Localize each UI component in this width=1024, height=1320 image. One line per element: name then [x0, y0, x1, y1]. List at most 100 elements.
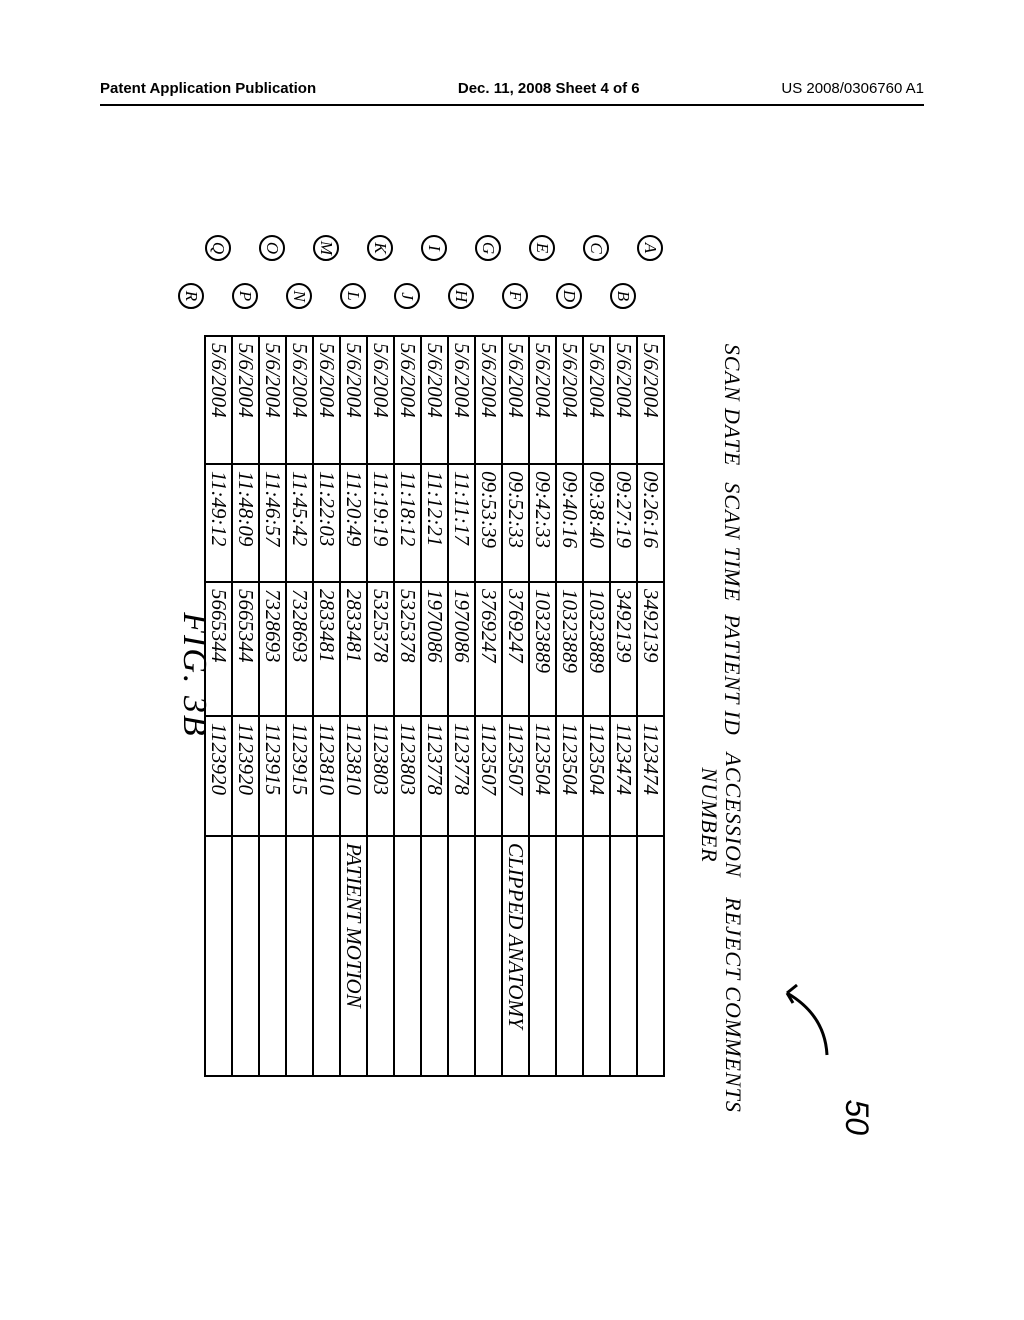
- cell-accession: 1123504: [556, 716, 583, 836]
- cell-patient-id: 5325378: [367, 582, 394, 716]
- table-row: 5/6/200411:48:0956653441123920: [232, 336, 259, 1076]
- cell-patient-id: 10323889: [583, 582, 610, 716]
- table-row: 5/6/200409:53:3937692471123507: [475, 336, 502, 1076]
- cell-accession: 1123803: [394, 716, 421, 836]
- cell-patient-id: 3769247: [475, 582, 502, 716]
- cell-scan-date: 5/6/2004: [583, 336, 610, 464]
- cell-reject-comment: PATIENT MOTION: [340, 836, 367, 1076]
- cell-scan-time: 09:42:33: [529, 464, 556, 582]
- cell-scan-date: 5/6/2004: [394, 336, 421, 464]
- row-label-bubble: H: [448, 283, 474, 309]
- cell-patient-id: 2833481: [340, 582, 367, 716]
- row-label-bubble: K: [367, 235, 393, 261]
- table-row: 5/6/200409:26:1634921391123474: [637, 336, 664, 1076]
- cell-scan-date: 5/6/2004: [205, 336, 232, 464]
- cell-scan-time: 11:20:49: [340, 464, 367, 582]
- cell-scan-time: 11:12:21: [421, 464, 448, 582]
- cell-reject-comment: [367, 836, 394, 1076]
- table-row: 5/6/200411:22:0328334811123810: [313, 336, 340, 1076]
- cell-scan-time: 09:26:16: [637, 464, 664, 582]
- row-label-bubble: C: [583, 235, 609, 261]
- cell-accession: 1123507: [475, 716, 502, 836]
- cell-scan-date: 5/6/2004: [529, 336, 556, 464]
- row-label-bubble: R: [178, 283, 204, 309]
- table-row: 5/6/200411:46:5773286931123915: [259, 336, 286, 1076]
- row-label-bubble: B: [610, 283, 636, 309]
- row-label-bubble: Q: [205, 235, 231, 261]
- row-label-bubble: A: [637, 235, 663, 261]
- cell-reject-comment: [610, 836, 637, 1076]
- cell-accession: 1123810: [313, 716, 340, 836]
- cell-scan-time: 11:46:57: [259, 464, 286, 582]
- cell-scan-time: 09:27:19: [610, 464, 637, 582]
- cell-accession: 1123915: [259, 716, 286, 836]
- cell-reject-comment: [556, 836, 583, 1076]
- table-row: 5/6/200411:18:1253253781123803: [394, 336, 421, 1076]
- col-header-scan-time: SCAN TIME: [697, 475, 745, 605]
- cell-accession: 1123504: [583, 716, 610, 836]
- cell-accession: 1123778: [448, 716, 475, 836]
- cell-scan-time: 11:18:12: [394, 464, 421, 582]
- cell-patient-id: 5325378: [394, 582, 421, 716]
- cell-reject-comment: [448, 836, 475, 1076]
- row-label-bubble: N: [286, 283, 312, 309]
- cell-accession: 1123778: [421, 716, 448, 836]
- row-label-bubble: G: [475, 235, 501, 261]
- cell-scan-time: 11:19:19: [367, 464, 394, 582]
- callout-ref-number: 50: [838, 1099, 875, 1135]
- table-row: 5/6/200409:42:33103238891123504: [529, 336, 556, 1076]
- header-center: Dec. 11, 2008 Sheet 4 of 6: [458, 80, 640, 97]
- row-label-bubble: J: [394, 283, 420, 309]
- callout-arrow-icon: [775, 975, 835, 1065]
- cell-reject-comment: [529, 836, 556, 1076]
- cell-patient-id: 5665344: [232, 582, 259, 716]
- cell-reject-comment: [475, 836, 502, 1076]
- cell-reject-comment: CLIPPED ANATOMY: [502, 836, 529, 1076]
- cell-accession: 1123504: [529, 716, 556, 836]
- cell-patient-id: 3492139: [637, 582, 664, 716]
- cell-reject-comment: [313, 836, 340, 1076]
- row-label-bubble: D: [556, 283, 582, 309]
- cell-scan-time: 09:38:40: [583, 464, 610, 582]
- cell-scan-date: 5/6/2004: [259, 336, 286, 464]
- row-label-bubble: P: [232, 283, 258, 309]
- cell-scan-time: 11:48:09: [232, 464, 259, 582]
- cell-accession: 1123474: [637, 716, 664, 836]
- row-label-bubble: I: [421, 235, 447, 261]
- cell-patient-id: 7328693: [259, 582, 286, 716]
- cell-accession: 1123474: [610, 716, 637, 836]
- row-label-bubble: M: [313, 235, 339, 261]
- cell-accession: 1123920: [232, 716, 259, 836]
- cell-accession: 1123803: [367, 716, 394, 836]
- table-row: 5/6/200409:52:3337692471123507CLIPPED AN…: [502, 336, 529, 1076]
- cell-scan-date: 5/6/2004: [421, 336, 448, 464]
- table-row: 5/6/200411:20:4928334811123810PATIENT MO…: [340, 336, 367, 1076]
- cell-patient-id: 1970086: [448, 582, 475, 716]
- row-label-bubble: O: [259, 235, 285, 261]
- table-row: 5/6/200411:12:2119700861123778: [421, 336, 448, 1076]
- cell-patient-id: 10323889: [556, 582, 583, 716]
- table-row: 5/6/200409:40:16103238891123504: [556, 336, 583, 1076]
- col-header-reject: REJECT COMMENTS: [697, 885, 745, 1125]
- cell-scan-time: 09:40:16: [556, 464, 583, 582]
- col-header-patient-id: PATIENT ID: [697, 605, 745, 745]
- col-header-scan-date: SCAN DATE: [697, 335, 745, 475]
- figure-rotated-canvas: 50 SCAN DATE SCAN TIME PATIENT ID ACCESS…: [145, 175, 895, 1175]
- cell-accession: 1123507: [502, 716, 529, 836]
- cell-accession: 1123810: [340, 716, 367, 836]
- column-headers: SCAN DATE SCAN TIME PATIENT ID ACCESSION…: [697, 335, 745, 1155]
- table-row: 5/6/200411:11:1719700861123778: [448, 336, 475, 1076]
- cell-scan-date: 5/6/2004: [502, 336, 529, 464]
- cell-scan-date: 5/6/2004: [637, 336, 664, 464]
- cell-scan-date: 5/6/2004: [475, 336, 502, 464]
- cell-scan-date: 5/6/2004: [556, 336, 583, 464]
- cell-scan-time: 11:49:12: [205, 464, 232, 582]
- cell-scan-time: 09:52:33: [502, 464, 529, 582]
- cell-scan-time: 11:11:17: [448, 464, 475, 582]
- cell-scan-date: 5/6/2004: [232, 336, 259, 464]
- cell-scan-date: 5/6/2004: [448, 336, 475, 464]
- cell-patient-id: 2833481: [313, 582, 340, 716]
- header-left: Patent Application Publication: [100, 80, 316, 97]
- cell-patient-id: 7328693: [286, 582, 313, 716]
- figure-region: 50 SCAN DATE SCAN TIME PATIENT ID ACCESS…: [145, 175, 895, 1175]
